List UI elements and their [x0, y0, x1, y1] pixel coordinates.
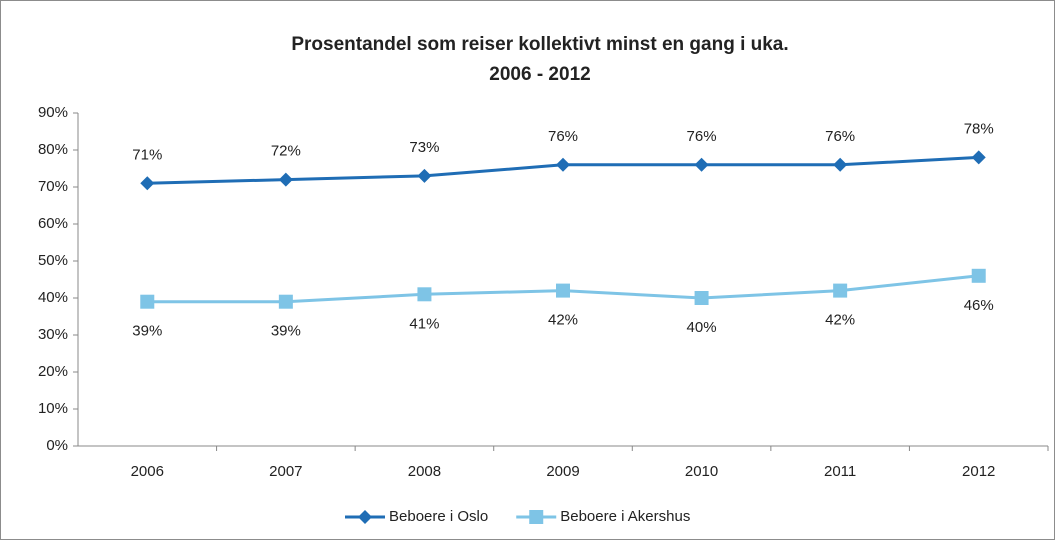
data-label: 46%: [964, 297, 994, 314]
y-tick-label: 40%: [38, 289, 68, 306]
marker: [140, 176, 155, 191]
x-tick-label: 2008: [408, 463, 441, 480]
marker: [694, 291, 709, 305]
y-tick-label: 70%: [38, 178, 68, 195]
y-tick-label: 80%: [38, 141, 68, 158]
data-label: 73%: [409, 139, 439, 156]
data-label: 76%: [687, 128, 717, 145]
data-label: 78%: [964, 120, 994, 137]
marker: [556, 283, 570, 298]
data-label: 76%: [825, 128, 855, 145]
x-tick-label: 2010: [685, 463, 718, 480]
y-tick-label: 0%: [46, 437, 68, 454]
x-tick-label: 2009: [546, 463, 579, 480]
data-label: 39%: [271, 323, 301, 340]
data-label: 42%: [825, 312, 855, 329]
legend-label: Beboere i Oslo: [389, 508, 488, 525]
data-label: 39%: [132, 323, 162, 340]
marker: [417, 287, 432, 302]
marker: [694, 157, 709, 172]
data-label: 76%: [548, 128, 578, 145]
chart-title: Prosentandel som reiser kollektivt minst…: [291, 34, 788, 55]
y-tick-label: 50%: [38, 252, 68, 269]
y-tick-label: 60%: [38, 215, 68, 232]
marker: [529, 510, 544, 524]
legend-label: Beboere i Akershus: [560, 508, 690, 525]
y-tick-label: 30%: [38, 326, 68, 343]
data-label: 41%: [409, 315, 439, 332]
x-tick-label: 2007: [269, 463, 302, 480]
marker: [140, 294, 155, 309]
data-label: 71%: [132, 146, 162, 163]
data-label: 42%: [548, 312, 578, 329]
data-label: 40%: [687, 319, 717, 336]
y-tick-label: 90%: [38, 104, 68, 121]
marker: [417, 168, 432, 183]
marker: [278, 172, 293, 187]
marker: [971, 268, 986, 283]
x-tick-label: 2012: [962, 463, 995, 480]
x-tick-label: 2006: [131, 463, 164, 480]
chart-subtitle: 2006 - 2012: [489, 64, 590, 85]
marker: [971, 150, 986, 165]
marker: [833, 157, 848, 172]
marker: [358, 510, 372, 524]
data-label: 72%: [271, 143, 301, 160]
marker: [833, 283, 848, 298]
x-tick-label: 2011: [824, 463, 856, 480]
marker: [556, 157, 570, 172]
y-tick-label: 10%: [38, 400, 68, 417]
marker: [278, 294, 293, 309]
y-tick-label: 20%: [38, 363, 68, 380]
